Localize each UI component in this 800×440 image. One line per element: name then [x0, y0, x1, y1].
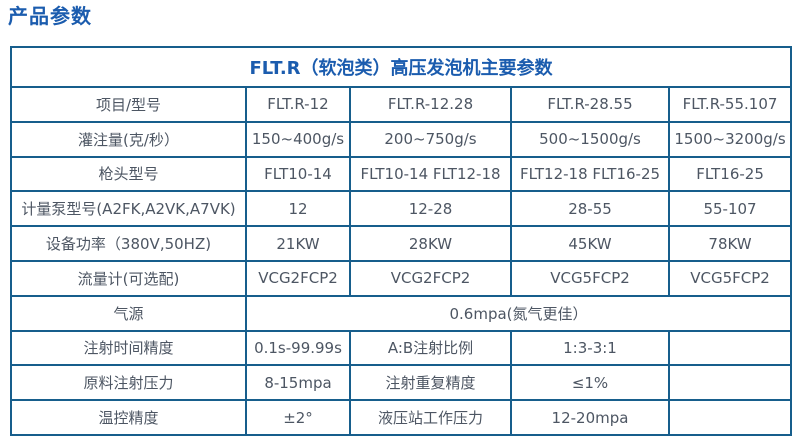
row-label-cell: 流量计(可选配)	[10, 259, 247, 297]
value-cell: 12-20mpa	[510, 399, 670, 436]
row-label-cell: 温控精度	[10, 399, 247, 436]
value-cell: 500~1500g/s	[510, 120, 670, 158]
value-cell: 200~750g/s	[349, 120, 512, 158]
value-cell: 注射重复精度	[349, 364, 512, 402]
value-cell: FLT.R-55.107	[667, 86, 793, 123]
value-cell: 28-55	[510, 190, 670, 228]
value-cell: ±2°	[245, 399, 351, 436]
value-cell: FLT.R-12	[245, 86, 351, 123]
value-cell: 12-28	[349, 190, 512, 228]
row-label-cell: 枪头型号	[10, 155, 247, 193]
row-label-cell: 注射时间精度	[10, 329, 247, 367]
table-row: 计量泵型号(A2FK,A2VK,A7VK) 12 12-28 28-55 55-107	[10, 190, 793, 228]
value-cell: FLT10-14 FLT12-18	[349, 155, 512, 193]
table-row: 枪头型号 FLT10-14 FLT10-14 FLT12-18 FLT12-18 FL…	[10, 155, 793, 193]
value-cell: A:B注射比例	[349, 329, 512, 367]
row-label-cell: 灌注量(克/秒）	[10, 120, 247, 158]
value-cell	[667, 329, 793, 367]
value-cell: FLT10-14	[245, 155, 351, 193]
value-cell	[667, 399, 793, 436]
spec-table: FLT.R（软泡类）高压发泡机主要参数 项目/型号 FLT.R-12 FLT.R-1…	[9, 46, 793, 436]
table-row: 原料注射压力 8-15mpa 注射重复精度 ≤1%	[10, 364, 793, 402]
value-cell: 150~400g/s	[245, 120, 351, 158]
value-cell: 28KW	[349, 225, 512, 262]
value-cell: VCG5FCP2	[510, 259, 670, 297]
value-cell: 1500~3200g/s	[667, 120, 793, 158]
table-row: 温控精度 ±2° 液压站工作压力 12-20mpa	[10, 399, 793, 436]
value-cell: FLT.R-28.55	[510, 86, 670, 123]
table-header-row: FLT.R（软泡类）高压发泡机主要参数	[9, 46, 793, 88]
table-title: FLT.R（软泡类）高压发泡机主要参数	[9, 46, 793, 88]
value-cell: 21KW	[245, 225, 351, 262]
value-cell: 8-15mpa	[245, 364, 351, 402]
table-row: 项目/型号 FLT.R-12 FLT.R-12.28 FLT.R-28.55 FLT.R…	[10, 86, 793, 123]
value-cell: FLT.R-12.28	[349, 86, 512, 123]
row-label-cell: 气源	[10, 294, 247, 332]
value-cell: VCG5FCP2	[667, 259, 793, 297]
spec-table-body: 项目/型号 FLT.R-12 FLT.R-12.28 FLT.R-28.55 FLT.R…	[10, 86, 793, 436]
value-cell: VCG2FCP2	[349, 259, 512, 297]
table-row: 气源 0.6mpa(氮气更佳）	[10, 294, 793, 332]
value-cell: 45KW	[510, 225, 670, 262]
page-title: 产品参数	[8, 4, 92, 28]
value-cell: 1:3-3:1	[510, 329, 670, 367]
row-label-cell: 计量泵型号(A2FK,A2VK,A7VK)	[10, 190, 247, 228]
table-row: 设备功率（380V,50HZ) 21KW 28KW 45KW 78KW	[10, 225, 793, 262]
table-row: 灌注量(克/秒） 150~400g/s 200~750g/s 500~1500g/s 1…	[10, 120, 793, 158]
value-cell: FLT12-18 FLT16-25	[510, 155, 670, 193]
row-label-cell: 项目/型号	[10, 86, 247, 123]
value-cell: ≤1%	[510, 364, 670, 402]
value-cell: 12	[245, 190, 351, 228]
value-cell: FLT16-25	[667, 155, 793, 193]
row-label-cell: 设备功率（380V,50HZ)	[10, 225, 247, 262]
value-cell: 0.1s-99.99s	[245, 329, 351, 367]
value-cell: VCG2FCP2	[245, 259, 351, 297]
table-row: 注射时间精度 0.1s-99.99s A:B注射比例 1:3-3:1	[10, 329, 793, 367]
table-row: 流量计(可选配) VCG2FCP2 VCG2FCP2 VCG5FCP2 VCG5FCP2	[10, 259, 793, 297]
value-cell	[667, 364, 793, 402]
row-label-cell: 原料注射压力	[10, 364, 247, 402]
value-cell: 0.6mpa(氮气更佳）	[244, 294, 793, 332]
value-cell: 液压站工作压力	[349, 399, 512, 436]
value-cell: 78KW	[667, 225, 793, 262]
value-cell: 55-107	[667, 190, 793, 228]
